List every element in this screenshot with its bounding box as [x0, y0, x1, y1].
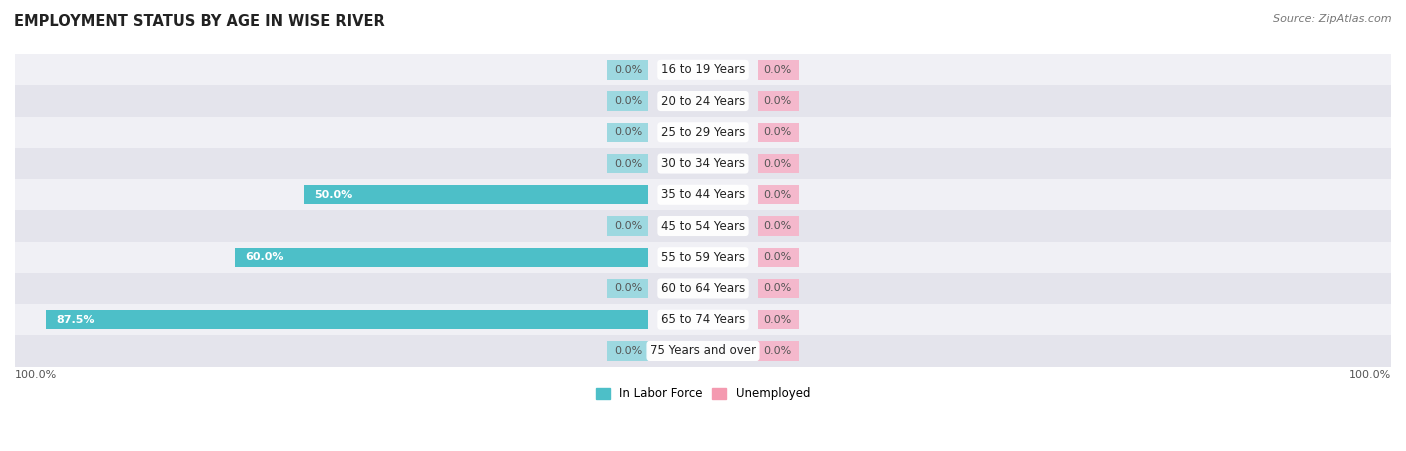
Text: 0.0%: 0.0%: [614, 159, 643, 169]
Text: EMPLOYMENT STATUS BY AGE IN WISE RIVER: EMPLOYMENT STATUS BY AGE IN WISE RIVER: [14, 14, 385, 28]
Bar: [15, 179, 1391, 210]
Text: 0.0%: 0.0%: [763, 65, 792, 75]
Bar: [606, 279, 648, 298]
Text: 0.0%: 0.0%: [763, 315, 792, 325]
Bar: [606, 341, 648, 361]
Bar: [758, 248, 800, 267]
Text: 0.0%: 0.0%: [614, 346, 643, 356]
Bar: [15, 304, 1391, 336]
Text: 30 to 34 Years: 30 to 34 Years: [661, 157, 745, 170]
Bar: [15, 85, 1391, 117]
Text: 100.0%: 100.0%: [1348, 370, 1391, 380]
Text: 87.5%: 87.5%: [56, 315, 94, 325]
Bar: [606, 216, 648, 236]
Text: 0.0%: 0.0%: [763, 346, 792, 356]
Bar: [758, 341, 800, 361]
Bar: [758, 185, 800, 204]
Text: 25 to 29 Years: 25 to 29 Years: [661, 126, 745, 139]
Text: 50.0%: 50.0%: [315, 190, 353, 200]
Text: 0.0%: 0.0%: [763, 221, 792, 231]
Bar: [46, 310, 648, 329]
Bar: [758, 60, 800, 79]
Text: 0.0%: 0.0%: [614, 127, 643, 137]
Text: 0.0%: 0.0%: [614, 96, 643, 106]
Bar: [304, 185, 648, 204]
Bar: [15, 336, 1391, 367]
Bar: [15, 148, 1391, 179]
Text: 0.0%: 0.0%: [614, 284, 643, 294]
Bar: [15, 273, 1391, 304]
Bar: [758, 216, 800, 236]
Text: 0.0%: 0.0%: [763, 284, 792, 294]
Bar: [235, 248, 648, 267]
Text: 0.0%: 0.0%: [763, 159, 792, 169]
Legend: In Labor Force, Unemployed: In Labor Force, Unemployed: [591, 383, 815, 405]
Text: 45 to 54 Years: 45 to 54 Years: [661, 220, 745, 233]
Bar: [606, 92, 648, 111]
Text: 65 to 74 Years: 65 to 74 Years: [661, 313, 745, 326]
Text: Source: ZipAtlas.com: Source: ZipAtlas.com: [1274, 14, 1392, 23]
Text: 0.0%: 0.0%: [614, 65, 643, 75]
Text: 60 to 64 Years: 60 to 64 Years: [661, 282, 745, 295]
Bar: [758, 154, 800, 173]
Bar: [15, 242, 1391, 273]
Text: 55 to 59 Years: 55 to 59 Years: [661, 251, 745, 264]
Text: 0.0%: 0.0%: [763, 96, 792, 106]
Text: 0.0%: 0.0%: [614, 221, 643, 231]
Text: 60.0%: 60.0%: [246, 252, 284, 262]
Bar: [606, 154, 648, 173]
Text: 0.0%: 0.0%: [763, 190, 792, 200]
Text: 20 to 24 Years: 20 to 24 Years: [661, 95, 745, 107]
Text: 0.0%: 0.0%: [763, 127, 792, 137]
Bar: [758, 123, 800, 142]
Bar: [606, 60, 648, 79]
Bar: [758, 310, 800, 329]
Text: 0.0%: 0.0%: [763, 252, 792, 262]
Text: 16 to 19 Years: 16 to 19 Years: [661, 63, 745, 76]
Bar: [606, 123, 648, 142]
Bar: [758, 279, 800, 298]
Bar: [15, 117, 1391, 148]
Text: 75 Years and over: 75 Years and over: [650, 345, 756, 358]
Text: 100.0%: 100.0%: [15, 370, 58, 380]
Bar: [15, 54, 1391, 85]
Text: 35 to 44 Years: 35 to 44 Years: [661, 188, 745, 201]
Bar: [15, 210, 1391, 242]
Bar: [758, 92, 800, 111]
